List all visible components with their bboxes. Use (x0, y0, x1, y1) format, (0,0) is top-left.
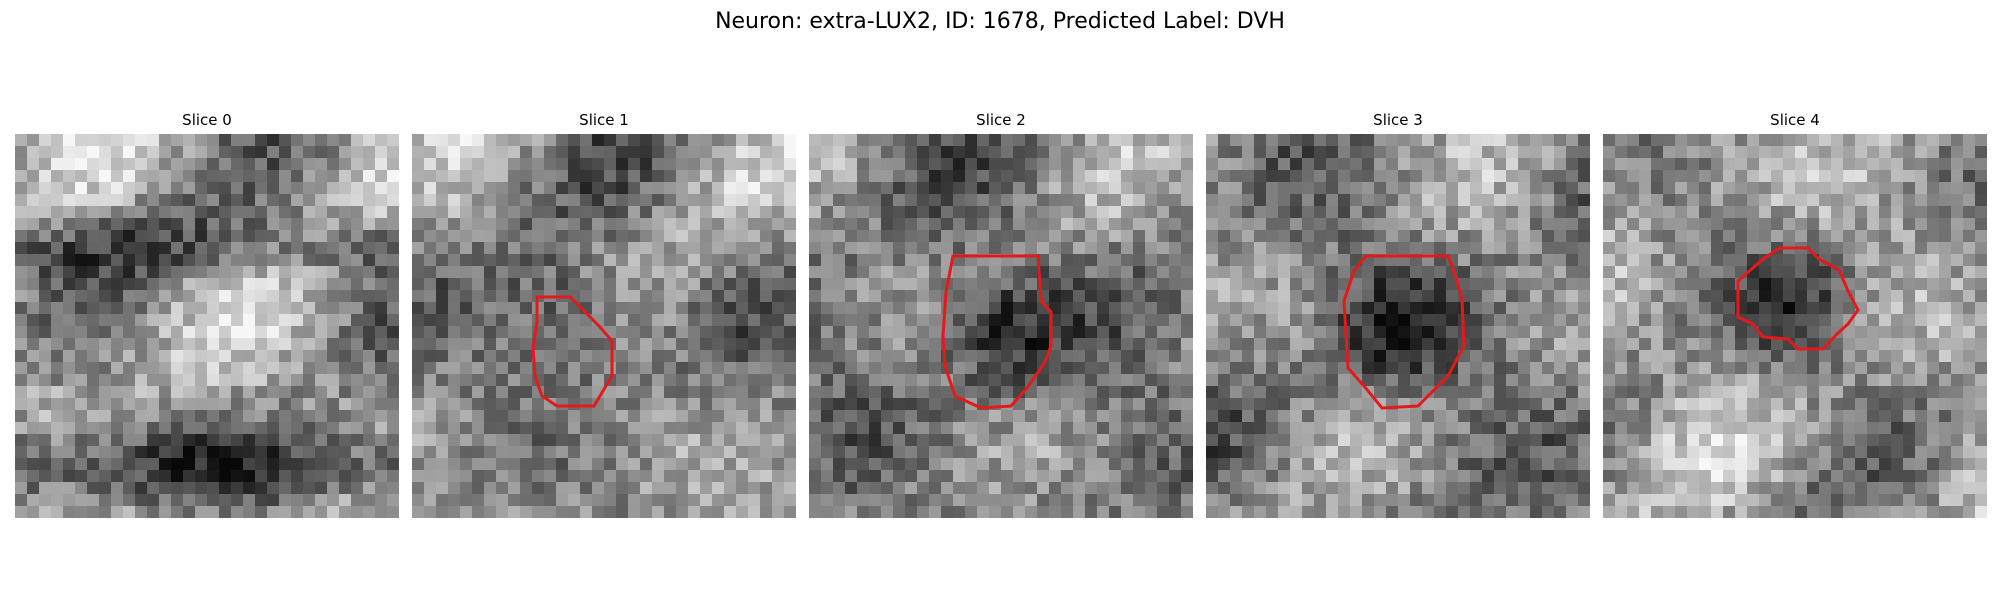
slice-title: Slice 4 (1770, 111, 1820, 129)
roi-overlay (531, 295, 614, 408)
slice-panel-4: Slice 4 (1603, 104, 1987, 520)
slice-panel-2: Slice 2 (809, 104, 1193, 520)
roi-contour (1736, 246, 1860, 351)
slice-title: Slice 1 (579, 111, 629, 129)
roi-overlay (1736, 246, 1860, 351)
slice-panel-1: Slice 1 (412, 104, 796, 520)
figure-title: Neuron: extra-LUX2, ID: 1678, Predicted … (715, 9, 1285, 34)
slice-image (1603, 134, 1987, 518)
slice-title: Slice 3 (1373, 111, 1423, 129)
slice-title: Slice 2 (976, 111, 1026, 129)
roi-contour (531, 295, 614, 408)
slice-panel-3: Slice 3 (1206, 104, 1590, 520)
slice-image (412, 134, 796, 518)
roi-contour (1342, 254, 1466, 410)
roi-overlay (941, 254, 1053, 410)
slice-image (809, 134, 1193, 518)
roi-overlay (1342, 254, 1466, 410)
slice-panel-0: Slice 0 (15, 104, 399, 520)
slice-image (15, 134, 399, 518)
roi-contour (941, 254, 1053, 410)
slice-title: Slice 0 (182, 111, 232, 129)
slice-image (1206, 134, 1590, 518)
